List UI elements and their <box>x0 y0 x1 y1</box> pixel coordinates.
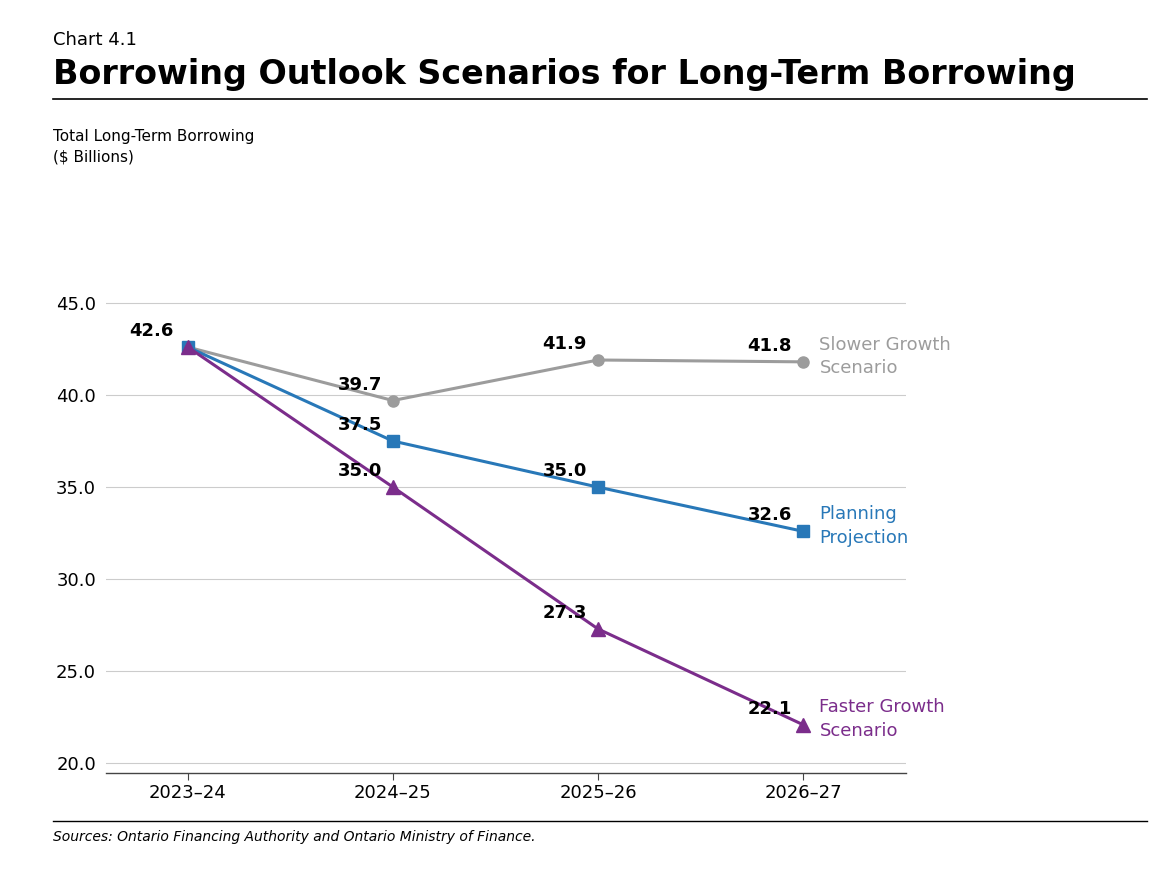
Text: Sources: Ontario Financing Authority and Ontario Ministry of Finance.: Sources: Ontario Financing Authority and… <box>53 830 535 844</box>
Text: 42.6: 42.6 <box>129 322 174 340</box>
Text: 41.8: 41.8 <box>748 337 791 355</box>
Text: 37.5: 37.5 <box>338 416 382 434</box>
Text: 22.1: 22.1 <box>748 700 791 718</box>
Text: 35.0: 35.0 <box>542 462 587 480</box>
Text: 27.3: 27.3 <box>542 604 587 622</box>
Text: ($ Billions): ($ Billions) <box>53 149 134 164</box>
Text: 32.6: 32.6 <box>748 506 791 524</box>
Text: Faster Growth
Scenario: Faster Growth Scenario <box>820 698 946 740</box>
Text: Total Long-Term Borrowing: Total Long-Term Borrowing <box>53 129 254 144</box>
Text: Slower Growth
Scenario: Slower Growth Scenario <box>820 336 951 377</box>
Text: 41.9: 41.9 <box>542 335 587 353</box>
Text: Planning
Projection: Planning Projection <box>820 505 909 546</box>
Text: 35.0: 35.0 <box>338 462 382 480</box>
Text: Chart 4.1: Chart 4.1 <box>53 31 136 49</box>
Text: Borrowing Outlook Scenarios for Long-Term Borrowing: Borrowing Outlook Scenarios for Long-Ter… <box>53 58 1076 91</box>
Text: 39.7: 39.7 <box>338 376 382 393</box>
